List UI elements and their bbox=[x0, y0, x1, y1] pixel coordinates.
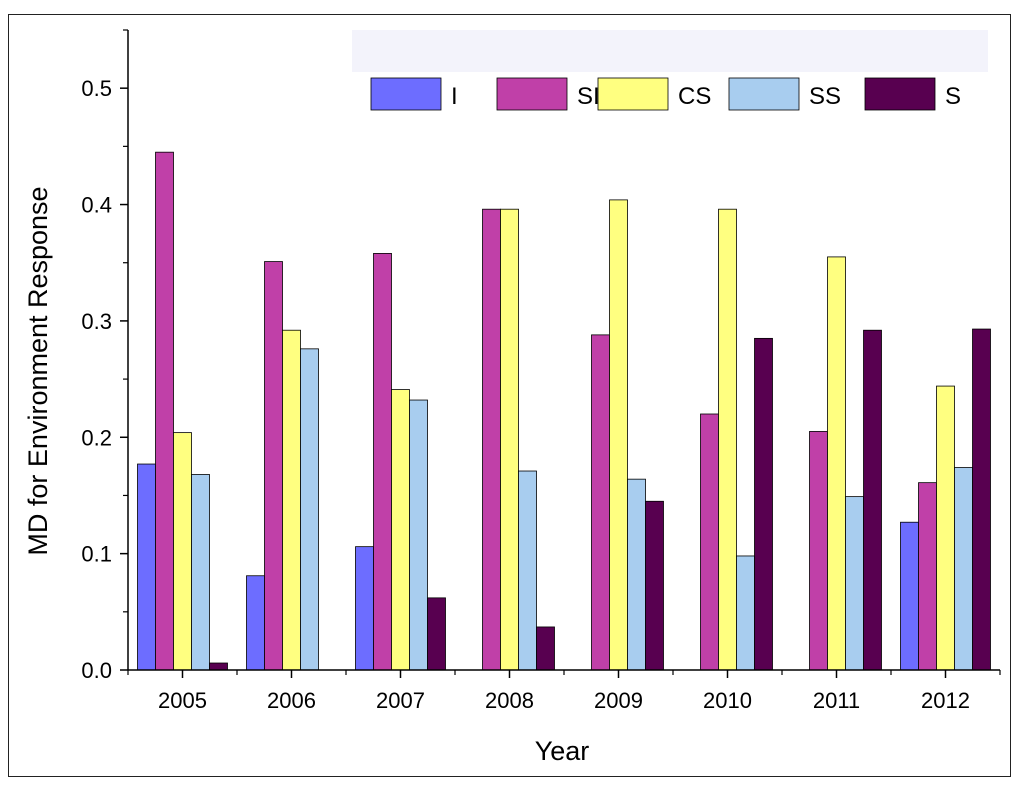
x-tick-label-2009: 2009 bbox=[594, 688, 643, 713]
bar-si-2006 bbox=[264, 261, 283, 671]
bar-i-2006 bbox=[246, 575, 265, 671]
x-tick-label-2007: 2007 bbox=[376, 688, 425, 713]
bar-i-2005 bbox=[137, 463, 156, 671]
bar-cs-2008 bbox=[500, 208, 519, 671]
legend-swatch-i bbox=[370, 77, 442, 111]
x-tick-label-2012: 2012 bbox=[921, 688, 970, 713]
bar-cs-2010 bbox=[718, 208, 737, 671]
bar-s-2012 bbox=[972, 328, 991, 671]
x-tick-label-2005: 2005 bbox=[158, 688, 207, 713]
y-tick-label: 0.5 bbox=[81, 76, 112, 101]
bar-si-2011 bbox=[809, 431, 828, 671]
legend-label-ss: SS bbox=[809, 83, 841, 110]
bar-ss-2008 bbox=[518, 470, 537, 671]
legend-label-cs: CS bbox=[678, 83, 711, 110]
bar-ss-2010 bbox=[736, 555, 755, 671]
bar-s-2008 bbox=[536, 626, 555, 671]
bar-s-2007 bbox=[427, 597, 446, 671]
bar-si-2008 bbox=[482, 208, 501, 671]
x-tick-label-2011: 2011 bbox=[813, 688, 860, 713]
bar-s-2005 bbox=[209, 662, 228, 671]
bar-ss-2005 bbox=[191, 474, 210, 671]
bar-ss-2011 bbox=[845, 496, 864, 671]
bar-ss-2009 bbox=[627, 478, 646, 671]
y-tick-label: 0.4 bbox=[81, 193, 112, 218]
y-tick-label: 0.3 bbox=[81, 309, 112, 334]
legend-swatch-cs bbox=[597, 77, 669, 111]
bar-s-2011 bbox=[863, 329, 882, 671]
bar-cs-2006 bbox=[282, 329, 301, 671]
legend-label-si: SI bbox=[577, 83, 600, 110]
legend-swatch-s bbox=[864, 77, 936, 111]
y-axis-title: MD for Environment Response bbox=[23, 186, 53, 555]
bar-si-2012 bbox=[918, 482, 937, 671]
x-axis-title: Year bbox=[535, 736, 590, 766]
bar-si-2005 bbox=[155, 151, 174, 671]
bar-cs-2012 bbox=[936, 385, 955, 671]
bar-s-2010 bbox=[754, 337, 773, 671]
legend-background bbox=[352, 30, 988, 72]
bar-cs-2005 bbox=[173, 432, 192, 671]
legend-label-s: S bbox=[945, 83, 961, 110]
bar-ss-2007 bbox=[409, 399, 428, 671]
bar-cs-2007 bbox=[391, 389, 410, 671]
bar-i-2007 bbox=[355, 546, 374, 671]
x-tick-label-2008: 2008 bbox=[485, 688, 534, 713]
y-tick-label: 0.1 bbox=[81, 542, 112, 567]
bar-si-2009 bbox=[591, 334, 610, 671]
bar-cs-2009 bbox=[609, 199, 628, 671]
bar-ss-2012 bbox=[954, 467, 973, 671]
x-tick-label-2006: 2006 bbox=[267, 688, 316, 713]
bar-ss-2006 bbox=[300, 348, 319, 671]
legend-label-i: I bbox=[451, 83, 458, 110]
x-tick-label-2010: 2010 bbox=[703, 688, 752, 713]
legend-swatch-ss bbox=[728, 77, 800, 111]
bar-i-2012 bbox=[900, 521, 919, 671]
legend-swatch-si bbox=[496, 77, 568, 111]
y-tick-label: 0.2 bbox=[81, 425, 112, 450]
bar-s-2009 bbox=[645, 500, 664, 671]
bar-si-2010 bbox=[700, 413, 719, 671]
bar-cs-2011 bbox=[827, 256, 846, 671]
bar-si-2007 bbox=[373, 253, 392, 671]
y-tick-label: 0.0 bbox=[81, 658, 112, 683]
